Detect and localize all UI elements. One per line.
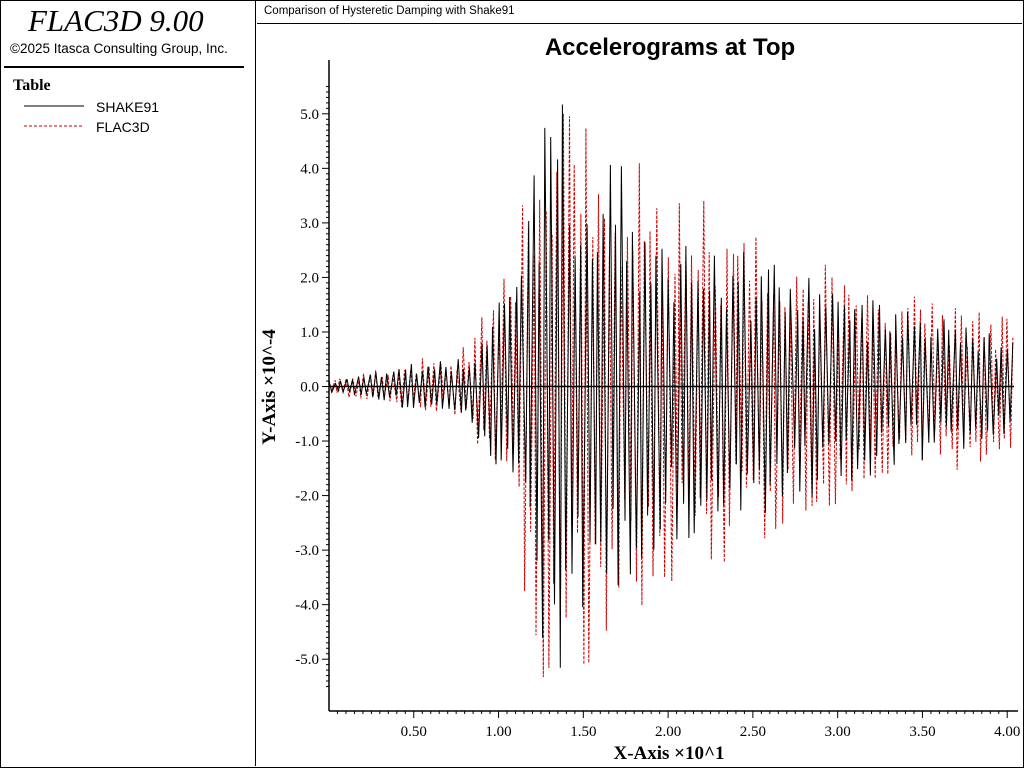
y-tick-label: -2.0 <box>295 489 319 505</box>
y-tick-label: -4.0 <box>295 598 319 614</box>
x-tick-label: 3.50 <box>909 724 935 740</box>
x-tick-label: 2.50 <box>740 724 766 740</box>
legend-title: Table <box>13 77 51 94</box>
x-tick-label: 0.50 <box>401 724 427 740</box>
x-tick-label: 1.00 <box>485 724 511 740</box>
x-tick-label: 3.00 <box>825 724 851 740</box>
y-tick-label: 3.0 <box>300 216 319 232</box>
legend-item-shake91[interactable]: SHAKE91 <box>24 99 244 115</box>
y-tick-label: -5.0 <box>295 652 319 668</box>
series-line-shake91 <box>328 104 1014 668</box>
chart-title: Accelerograms at Top <box>545 34 795 61</box>
y-tick-label: 2.0 <box>300 270 319 286</box>
series-layer <box>328 104 1014 678</box>
plot-caption: Comparison of Hysteretic Damping with Sh… <box>264 5 515 17</box>
legend-item-flac3d[interactable]: FLAC3D <box>24 119 244 135</box>
y-tick-label: 4.0 <box>300 161 319 177</box>
copyright-notice: ©2025 Itasca Consulting Group, Inc. <box>10 41 228 56</box>
y-tick-label: -3.0 <box>295 543 319 559</box>
x-tick-label: 4.00 <box>994 724 1020 740</box>
x-tick-label: 2.00 <box>655 724 681 740</box>
app-title: FLAC3D 9.00 <box>28 3 204 38</box>
x-axis-title: X-Axis ×10^1 <box>613 743 724 764</box>
y-axis-title: Y-Axis ×10^-4 <box>259 329 280 445</box>
sidebar: FLAC3D 9.00 ©2025 Itasca Consulting Grou… <box>0 0 256 766</box>
y-tick-label: 0.0 <box>300 380 319 396</box>
y-tick-label: 1.0 <box>300 325 319 341</box>
legend-swatch-dashed <box>24 125 84 127</box>
plot-header: Comparison of Hysteretic Damping with Sh… <box>257 0 1022 24</box>
axes-layer: 5.0 4.0 3.0 2.0 1.0 0.0 -1.0 -2.0 -3.0 -4.0 -5.0 0.… <box>295 60 1020 740</box>
y-tick-label: -1.0 <box>295 434 319 450</box>
sidebar-divider <box>4 66 244 68</box>
legend-label: SHAKE91 <box>96 99 160 115</box>
legend-label: FLAC3D <box>96 119 150 135</box>
x-tick-label: 1.50 <box>570 724 596 740</box>
legend-swatch-solid <box>24 105 84 107</box>
y-tick-label: 5.0 <box>300 107 319 123</box>
